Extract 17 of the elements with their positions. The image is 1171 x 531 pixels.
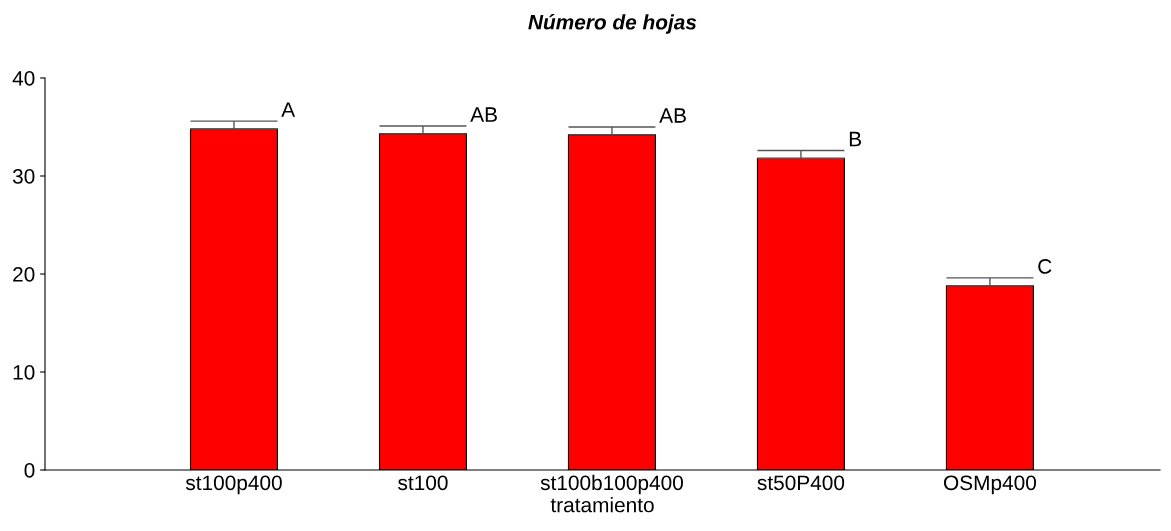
chart-title: Número de hojas xyxy=(528,14,697,34)
y-tick-label: 0 xyxy=(24,463,35,478)
x-tick-label: st50P400 xyxy=(757,475,845,491)
annotation: B xyxy=(849,131,861,147)
y-tick-label: 40 xyxy=(12,71,35,86)
y-tick-label: 20 xyxy=(13,267,35,282)
x-tick-label: st100b100p400 xyxy=(540,474,683,495)
x-tick-label: OSMp400 xyxy=(944,475,1036,495)
annotation: C xyxy=(1038,259,1052,274)
annotation: AB xyxy=(470,107,497,122)
y-tick-label: 10 xyxy=(13,365,35,380)
annotation: A xyxy=(281,102,296,117)
x-tick-label: st100 xyxy=(398,475,448,491)
x-tick-label: st100p400 xyxy=(185,475,282,495)
annotation: AB xyxy=(659,108,686,123)
x-axis-title: tratamiento xyxy=(550,497,654,513)
y-tick-label: 30 xyxy=(12,169,35,184)
